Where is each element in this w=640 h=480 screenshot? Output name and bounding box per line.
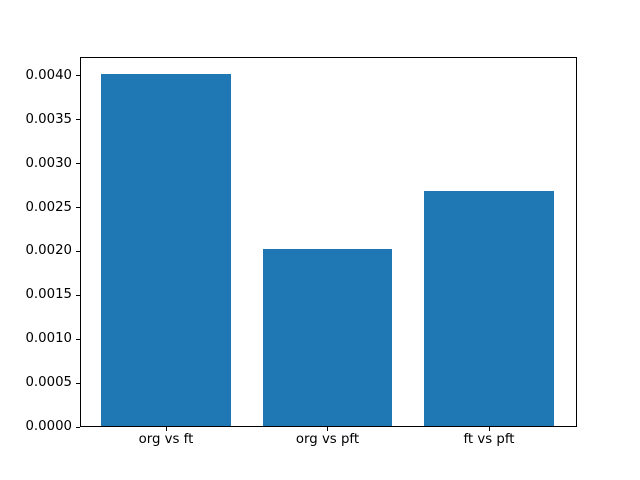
- y-tick-label: 0.0015: [25, 287, 72, 303]
- y-tick-mark: [76, 382, 80, 384]
- y-tick-mark: [76, 207, 80, 208]
- y-tick-mark: [76, 250, 80, 252]
- x-tick-mark: [327, 427, 328, 431]
- y-tick-label: 0.0005: [25, 375, 72, 391]
- y-tick-label: 0.0025: [25, 199, 72, 215]
- y-tick-mark: [76, 119, 80, 121]
- y-tick-label: 0.0020: [25, 243, 72, 259]
- y-tick-mark: [76, 163, 80, 165]
- bar-org-vs-pft: [262, 248, 393, 427]
- x-tick-mark: [488, 427, 490, 431]
- bar-ft-vs-pft: [424, 190, 554, 427]
- bar-org-vs-ft: [101, 74, 231, 427]
- y-tick-label: 0.0000: [25, 419, 72, 434]
- x-tick-mark: [165, 427, 167, 431]
- y-tick-label: 0.0030: [25, 155, 72, 171]
- x-tick-label: org vs ft: [138, 432, 194, 447]
- y-tick-mark: [76, 294, 80, 296]
- y-tick-mark: [76, 338, 80, 340]
- y-tick-label: 0.0040: [25, 67, 72, 83]
- y-tick-label: 0.0010: [25, 331, 72, 347]
- axes-frame: [80, 57, 577, 427]
- x-tick-label: ft vs pft: [463, 432, 515, 447]
- y-tick-label: 0.0035: [25, 111, 72, 127]
- y-tick-mark: [76, 75, 80, 77]
- x-tick-label: org vs pft: [295, 432, 360, 447]
- y-tick-mark: [76, 426, 80, 428]
